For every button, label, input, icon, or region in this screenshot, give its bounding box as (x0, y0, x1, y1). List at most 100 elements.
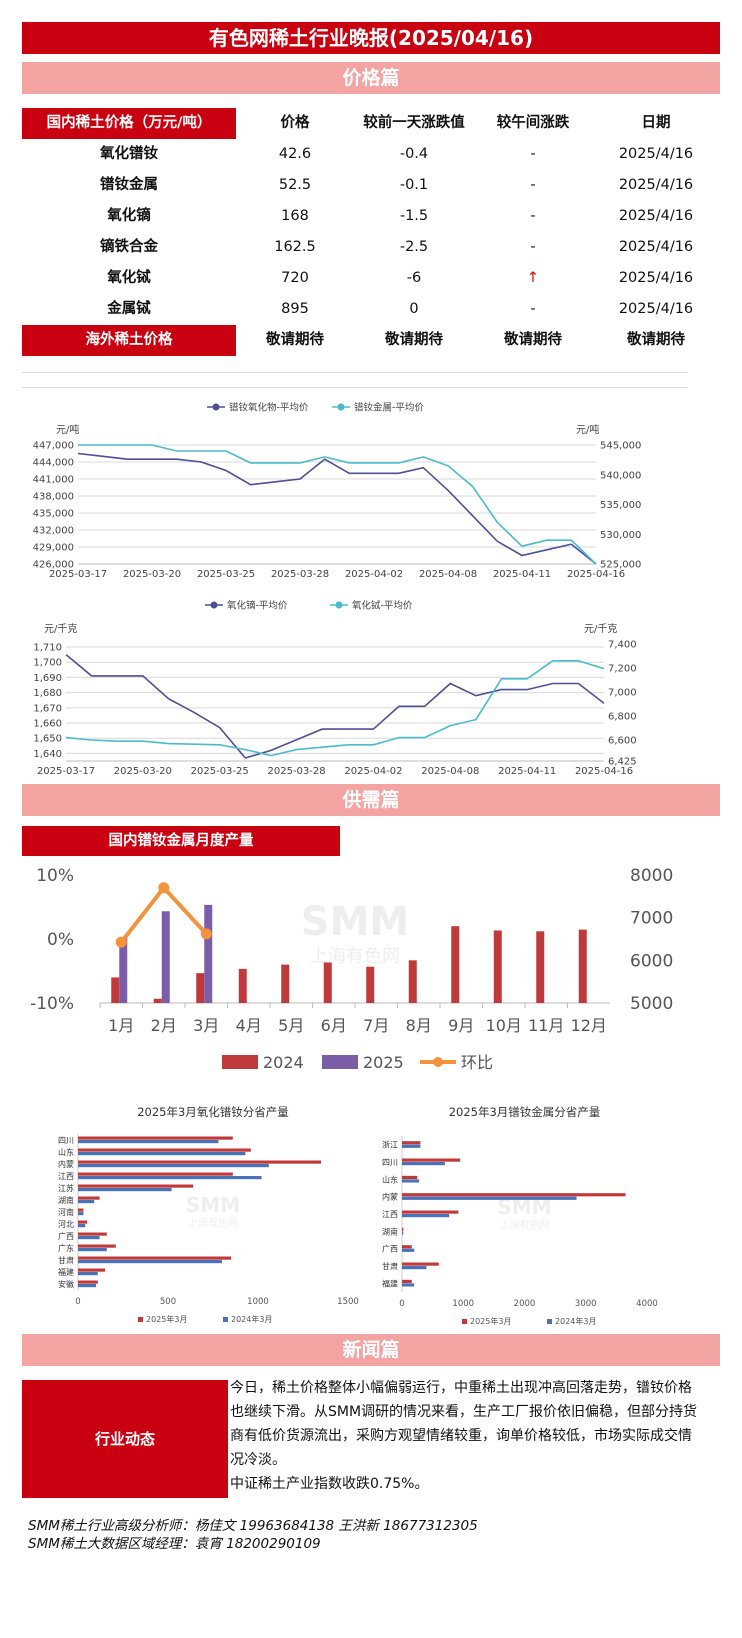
price-row: 氧化镨钕 42.6 -0.4 - 2025/4/16 (22, 139, 720, 170)
y-tick-right: 6,600 (608, 736, 637, 747)
y-tick-left: 447,000 (33, 441, 74, 452)
bar (78, 1224, 86, 1228)
legend-marker (210, 601, 218, 609)
footer-analysts: SMM稀土行业高级分析师：杨佳文 19963684138 王洪新 1867731… (28, 1518, 478, 1534)
bar (78, 1248, 107, 1252)
y-tick-left: 426,000 (33, 560, 74, 571)
daily-change: -0.4 (399, 146, 429, 162)
x-tick: 11月 (528, 1016, 564, 1035)
x-tick: 10月 (486, 1016, 522, 1035)
noon-change: - (530, 177, 536, 193)
x-tick: 2000 (514, 1299, 536, 1309)
bar (493, 930, 502, 1003)
noon-change: - (530, 239, 536, 255)
legend-label: 2025年3月 (470, 1316, 511, 1326)
commodity-name: 镝铁合金 (100, 239, 158, 255)
y-tick-right: 5000 (630, 994, 673, 1014)
x-tick: 2025-03-28 (271, 569, 329, 580)
legend-label: 环比 (461, 1053, 493, 1072)
y-tick-left: 1,670 (33, 703, 62, 714)
bar (78, 1268, 105, 1272)
x-tick: 2月 (151, 1016, 177, 1035)
daily-change: -6 (406, 270, 422, 286)
bar (366, 966, 375, 1003)
y-tick-left: 1,690 (33, 673, 62, 684)
bar (78, 1152, 246, 1156)
monthly-output-title: 国内镨钕金属月度产量 (22, 826, 340, 856)
bar (78, 1272, 98, 1276)
x-tick: 2025-04-02 (344, 766, 402, 777)
category-label: 广西 (58, 1231, 74, 1241)
y-tick-left: 429,000 (33, 543, 74, 554)
watermark-logo: SMM (186, 1193, 240, 1217)
legend-label: 氧化铽-平均价 (352, 600, 413, 612)
category-label: 江西 (58, 1172, 74, 1181)
news-paragraph: 今日，稀土价格整体小幅偏弱运行，中重稀土出现冲高回落走势，镨钕价格也继续下滑。从… (230, 1380, 698, 1468)
x-tick: 2025-04-11 (493, 569, 551, 580)
bar (78, 1284, 96, 1288)
bar (78, 1260, 222, 1264)
bar (402, 1266, 427, 1270)
bar (238, 968, 247, 1003)
bar (402, 1262, 439, 1266)
y-tick-left: 435,000 (33, 509, 74, 520)
category-label: 山东 (382, 1174, 398, 1184)
price-date: 2025/4/16 (618, 177, 694, 193)
category-label: 甘肃 (58, 1255, 74, 1265)
price-table: 国内稀土价格（万元/吨） 价格 较前一天涨跌值 较午间涨跌 日期 氧化镨钕 42.… (22, 108, 720, 356)
x-tick: 2025-04-11 (498, 766, 556, 777)
bar (78, 1172, 233, 1176)
bar (402, 1279, 412, 1284)
legend-swatch (222, 1055, 258, 1069)
x-tick: 3月 (193, 1016, 219, 1035)
daily-change: 0 (409, 301, 419, 317)
bar (78, 1232, 107, 1236)
x-tick: 2025-03-20 (123, 569, 181, 580)
legend-swatch (462, 1319, 467, 1324)
category-label: 湖南 (58, 1195, 74, 1205)
legend-marker (433, 1057, 443, 1067)
category-label: 福建 (382, 1278, 398, 1288)
bar (78, 1136, 233, 1140)
category-label: 福建 (58, 1267, 74, 1277)
price-row: 镨钕金属 52.5 -0.1 - 2025/4/16 (22, 170, 720, 201)
price-value: 52.5 (278, 177, 312, 193)
series-line (78, 444, 597, 565)
y-tick-left: 1,710 (33, 643, 62, 654)
bar (78, 1236, 100, 1240)
x-tick: 2025-04-08 (421, 766, 479, 777)
y-tick-right: 6,800 (608, 712, 637, 723)
section-price-header: 价格篇 (22, 62, 720, 94)
x-tick: 2025-03-25 (191, 766, 249, 777)
x-tick: 2025-04-08 (419, 569, 477, 580)
y-tick-left: 1,650 (33, 734, 62, 745)
section-supply-header: 供需篇 (22, 784, 720, 816)
bar (119, 936, 128, 1003)
bar (402, 1179, 420, 1183)
bar (78, 1176, 262, 1180)
category-label: 江苏 (58, 1183, 74, 1193)
x-tick: 2025-04-02 (345, 569, 403, 580)
bar (402, 1210, 459, 1214)
y-tick-right: 525,000 (600, 560, 641, 571)
legend-swatch (138, 1317, 143, 1322)
category-label: 湖南 (382, 1226, 398, 1236)
legend-swatch (223, 1317, 228, 1322)
bar (196, 973, 205, 1003)
commodity-name: 氧化铽 (107, 270, 151, 286)
price-row: 金属铽 895 0 - 2025/4/16 (22, 294, 720, 325)
price-date: 2025/4/16 (618, 270, 694, 286)
bar (78, 1188, 172, 1192)
divider (22, 387, 688, 388)
x-tick: 2025-03-28 (268, 766, 326, 777)
bar (161, 911, 170, 1003)
category-label: 四川 (58, 1136, 74, 1145)
y-tick-left: 441,000 (33, 475, 74, 486)
daily-change: -1.5 (399, 208, 429, 224)
y-axis-unit-left: 元/千克 (44, 623, 77, 635)
y-tick-left: -10% (30, 994, 74, 1014)
x-tick: 2025-03-17 (49, 569, 107, 580)
category-label: 甘肃 (382, 1261, 398, 1271)
x-tick: 5月 (278, 1016, 304, 1035)
